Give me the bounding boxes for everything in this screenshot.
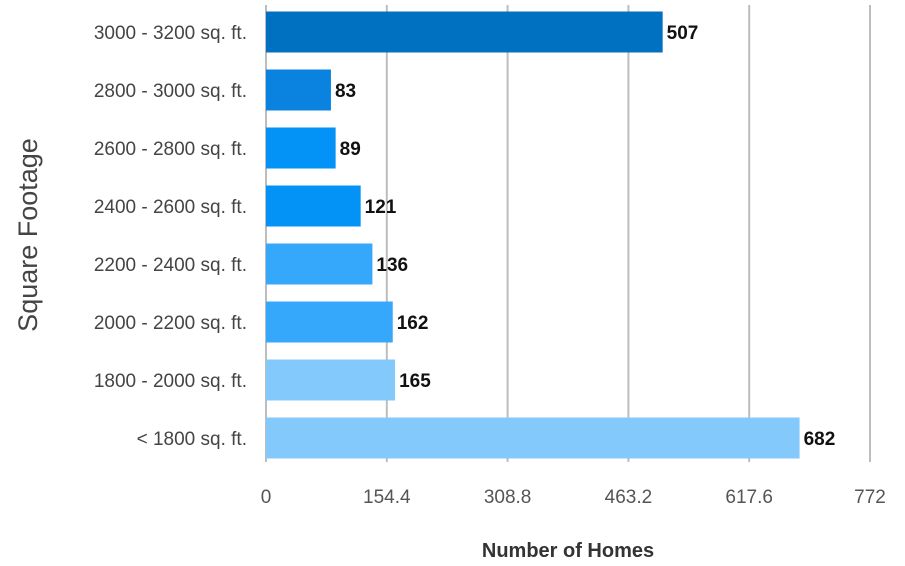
y-category-label: 2800 - 3000 sq. ft. — [94, 81, 247, 102]
x-tick-label: 308.8 — [484, 487, 532, 508]
bar-value-label: 165 — [399, 371, 431, 392]
bar — [266, 301, 393, 343]
y-axis-title: Square Footage — [13, 138, 43, 332]
y-category-label: 2000 - 2200 sq. ft. — [94, 313, 247, 334]
bar-value-label: 162 — [397, 313, 429, 334]
y-category-label: 2600 - 2800 sq. ft. — [94, 139, 247, 160]
y-category-label: 2200 - 2400 sq. ft. — [94, 255, 247, 276]
bar-value-label: 121 — [365, 197, 397, 218]
bar-value-label: 136 — [376, 255, 408, 276]
bar — [266, 69, 331, 111]
data-labels: 507 83 89 121 136 162 165 682 — [335, 23, 835, 450]
x-tick-label: 463.2 — [605, 487, 653, 508]
bar — [266, 11, 663, 53]
x-tick-label: 772 — [854, 487, 886, 508]
x-tick-label: 0 — [261, 487, 272, 508]
bar — [266, 127, 336, 169]
bar-value-label: 682 — [804, 429, 836, 450]
y-category-label: < 1800 sq. ft. — [137, 429, 247, 450]
y-category-label: 2400 - 2600 sq. ft. — [94, 197, 247, 218]
bar — [266, 417, 800, 459]
bar-value-label: 89 — [340, 139, 361, 160]
y-category-label: 3000 - 3200 sq. ft. — [94, 23, 247, 44]
bar — [266, 243, 373, 285]
bar — [266, 359, 396, 401]
x-axis-title: Number of Homes — [482, 540, 654, 562]
x-tick-label: 154.4 — [363, 487, 411, 508]
bar-value-label: 83 — [335, 81, 356, 102]
y-category-label: 1800 - 2000 sq. ft. — [94, 371, 247, 392]
bar-value-label: 507 — [667, 23, 699, 44]
bar — [266, 185, 361, 227]
x-tick-label: 617.6 — [725, 487, 773, 508]
bars — [266, 11, 800, 459]
x-tick-labels: 0 154.4 308.8 463.2 617.6 772 — [261, 487, 886, 508]
category-labels: 3000 - 3200 sq. ft. 2800 - 3000 sq. ft. 26… — [94, 23, 247, 450]
